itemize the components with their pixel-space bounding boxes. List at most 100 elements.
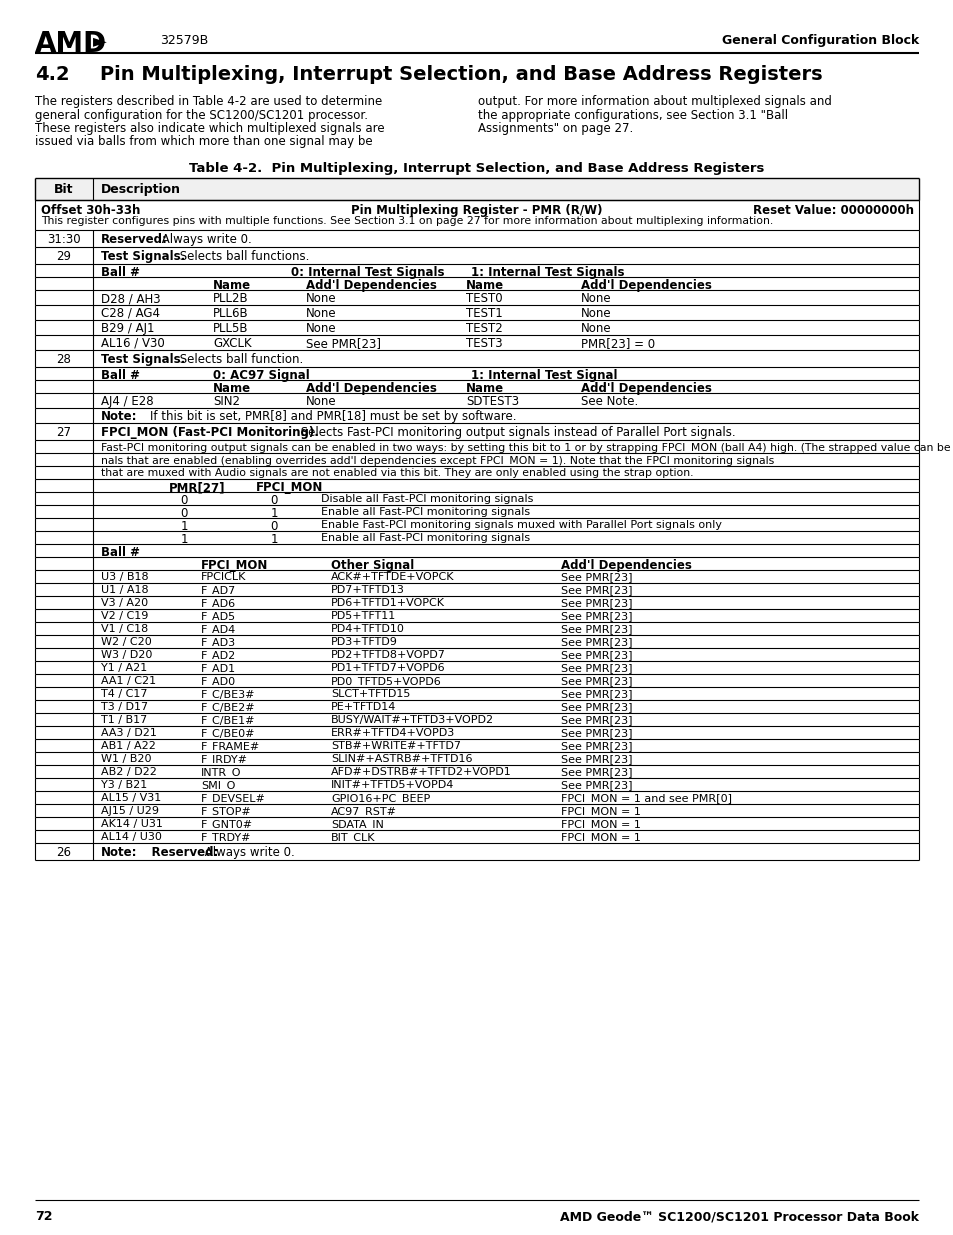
Text: AL16 / V30: AL16 / V30 bbox=[101, 337, 165, 350]
Bar bbox=[35, 178, 918, 200]
Text: T4 / C17: T4 / C17 bbox=[101, 689, 148, 699]
Text: 0: 0 bbox=[270, 520, 277, 534]
Text: See PMR[23]: See PMR[23] bbox=[560, 715, 632, 725]
Text: ACK#+TFTDE+VOPCK: ACK#+TFTDE+VOPCK bbox=[331, 572, 454, 582]
Text: INIT#+TFTD5+VOPD4: INIT#+TFTD5+VOPD4 bbox=[331, 781, 454, 790]
Text: See PMR[23]: See PMR[23] bbox=[560, 676, 632, 685]
Text: 1: Internal Test Signal: 1: Internal Test Signal bbox=[471, 369, 617, 382]
Text: PD0_TFTD5+VOPD6: PD0_TFTD5+VOPD6 bbox=[331, 676, 441, 687]
Text: TEST1: TEST1 bbox=[465, 308, 502, 320]
Text: These registers also indicate which multiplexed signals are: These registers also indicate which mult… bbox=[35, 122, 384, 135]
Text: PLL6B: PLL6B bbox=[213, 308, 249, 320]
Text: AK14 / U31: AK14 / U31 bbox=[101, 819, 163, 829]
Text: FPCICLK: FPCICLK bbox=[201, 572, 246, 582]
Text: PD1+TFTD7+VOPD6: PD1+TFTD7+VOPD6 bbox=[331, 663, 445, 673]
Text: Pin Multiplexing Register - PMR (R/W): Pin Multiplexing Register - PMR (R/W) bbox=[351, 204, 602, 217]
Text: 0: AC97 Signal: 0: AC97 Signal bbox=[213, 369, 310, 382]
Text: F_C/BE1#: F_C/BE1# bbox=[201, 715, 255, 726]
Text: the appropriate configurations, see Section 3.1 "Ball: the appropriate configurations, see Sect… bbox=[477, 109, 787, 121]
Text: Reset Value: 00000000h: Reset Value: 00000000h bbox=[752, 204, 913, 217]
Text: 32579B: 32579B bbox=[160, 35, 208, 47]
Text: BIT_CLK: BIT_CLK bbox=[331, 832, 375, 844]
Text: None: None bbox=[306, 395, 336, 408]
Text: None: None bbox=[306, 308, 336, 320]
Text: B29 / AJ1: B29 / AJ1 bbox=[101, 322, 154, 335]
Text: See PMR[23]: See PMR[23] bbox=[560, 741, 632, 751]
Text: F_AD1: F_AD1 bbox=[201, 663, 236, 674]
Text: Ball #: Ball # bbox=[101, 369, 140, 382]
Text: Bit: Bit bbox=[54, 183, 73, 196]
Text: F_AD3: F_AD3 bbox=[201, 637, 236, 648]
Text: Always write 0.: Always write 0. bbox=[201, 846, 294, 860]
Text: 27: 27 bbox=[56, 426, 71, 438]
Text: SMI_O: SMI_O bbox=[201, 781, 235, 790]
Text: AL15 / V31: AL15 / V31 bbox=[101, 793, 161, 803]
Text: See PMR[23]: See PMR[23] bbox=[560, 650, 632, 659]
Text: SDATA_IN: SDATA_IN bbox=[331, 819, 383, 830]
Text: Ball #: Ball # bbox=[101, 266, 140, 279]
Text: See PMR[23]: See PMR[23] bbox=[560, 637, 632, 647]
Text: general configuration for the SC1200/SC1201 processor.: general configuration for the SC1200/SC1… bbox=[35, 109, 368, 121]
Text: 1: 1 bbox=[180, 520, 188, 534]
Text: that are muxed with Audio signals are not enabled via this bit. They are only en: that are muxed with Audio signals are no… bbox=[101, 468, 693, 478]
Text: SLCT+TFTD15: SLCT+TFTD15 bbox=[331, 689, 410, 699]
Text: F_AD0: F_AD0 bbox=[201, 676, 236, 687]
Text: 1: 1 bbox=[270, 534, 277, 546]
Text: 0: 0 bbox=[270, 494, 277, 508]
Text: U1 / A18: U1 / A18 bbox=[101, 585, 149, 595]
Text: This register configures pins with multiple functions. See Section 3.1 on page 2: This register configures pins with multi… bbox=[41, 216, 773, 226]
Text: FPCI_MON = 1: FPCI_MON = 1 bbox=[560, 819, 640, 830]
Text: Reserved:: Reserved: bbox=[135, 846, 218, 860]
Text: 1: Internal Test Signals: 1: Internal Test Signals bbox=[471, 266, 624, 279]
Text: Always write 0.: Always write 0. bbox=[158, 233, 252, 246]
Text: See PMR[23]: See PMR[23] bbox=[560, 755, 632, 764]
Text: TEST2: TEST2 bbox=[465, 322, 502, 335]
Text: issued via balls from which more than one signal may be: issued via balls from which more than on… bbox=[35, 136, 373, 148]
Text: 1: 1 bbox=[270, 508, 277, 520]
Text: None: None bbox=[580, 291, 611, 305]
Text: SLIN#+ASTRB#+TFTD16: SLIN#+ASTRB#+TFTD16 bbox=[331, 755, 472, 764]
Text: Offset 30h-33h: Offset 30h-33h bbox=[41, 204, 140, 217]
Text: F_AD6: F_AD6 bbox=[201, 598, 236, 609]
Text: PLL5B: PLL5B bbox=[213, 322, 248, 335]
Text: FPCI_MON: FPCI_MON bbox=[255, 480, 323, 494]
Text: AJ4 / E28: AJ4 / E28 bbox=[101, 395, 153, 408]
Text: Enable all Fast-PCI monitoring signals: Enable all Fast-PCI monitoring signals bbox=[320, 508, 530, 517]
Text: FPCI_MON (Fast-PCI Monitoring).: FPCI_MON (Fast-PCI Monitoring). bbox=[101, 426, 318, 438]
Text: Name: Name bbox=[465, 382, 503, 395]
Text: Ball #: Ball # bbox=[101, 546, 140, 559]
Text: TEST3: TEST3 bbox=[465, 337, 502, 350]
Text: See PMR[23]: See PMR[23] bbox=[560, 572, 632, 582]
Text: SIN2: SIN2 bbox=[213, 395, 240, 408]
Text: W1 / B20: W1 / B20 bbox=[101, 755, 152, 764]
Text: 0: 0 bbox=[180, 494, 188, 508]
Text: See Note.: See Note. bbox=[580, 395, 638, 408]
Text: PD5+TFT11: PD5+TFT11 bbox=[331, 611, 395, 621]
Text: F_C/BE3#: F_C/BE3# bbox=[201, 689, 255, 700]
Text: 31:30: 31:30 bbox=[47, 233, 81, 246]
Text: Add'l Dependencies: Add'l Dependencies bbox=[306, 382, 436, 395]
Text: Add'l Dependencies: Add'l Dependencies bbox=[560, 559, 691, 572]
Text: Enable Fast-PCI monitoring signals muxed with Parallel Port signals only: Enable Fast-PCI monitoring signals muxed… bbox=[320, 520, 721, 530]
Text: See PMR[23]: See PMR[23] bbox=[560, 624, 632, 634]
Text: INTR_O: INTR_O bbox=[201, 767, 241, 778]
Text: AA1 / C21: AA1 / C21 bbox=[101, 676, 156, 685]
Text: FPCI_MON = 1: FPCI_MON = 1 bbox=[560, 832, 640, 844]
Text: None: None bbox=[580, 308, 611, 320]
Text: Name: Name bbox=[465, 279, 503, 291]
Text: PMR[27]: PMR[27] bbox=[169, 480, 225, 494]
Text: W2 / C20: W2 / C20 bbox=[101, 637, 152, 647]
Text: None: None bbox=[306, 322, 336, 335]
Text: Assignments" on page 27.: Assignments" on page 27. bbox=[477, 122, 633, 135]
Text: Other Signal: Other Signal bbox=[331, 559, 414, 572]
Text: Pin Multiplexing, Interrupt Selection, and Base Address Registers: Pin Multiplexing, Interrupt Selection, a… bbox=[100, 65, 821, 84]
Text: Y1 / A21: Y1 / A21 bbox=[101, 663, 147, 673]
Text: output. For more information about multiplexed signals and: output. For more information about multi… bbox=[477, 95, 831, 107]
Text: F_AD4: F_AD4 bbox=[201, 624, 236, 635]
Text: V2 / C19: V2 / C19 bbox=[101, 611, 149, 621]
Text: See PMR[23]: See PMR[23] bbox=[560, 689, 632, 699]
Text: D28 / AH3: D28 / AH3 bbox=[101, 291, 160, 305]
Text: AB2 / D22: AB2 / D22 bbox=[101, 767, 156, 777]
Text: Add'l Dependencies: Add'l Dependencies bbox=[306, 279, 436, 291]
Text: GXCLK: GXCLK bbox=[213, 337, 252, 350]
